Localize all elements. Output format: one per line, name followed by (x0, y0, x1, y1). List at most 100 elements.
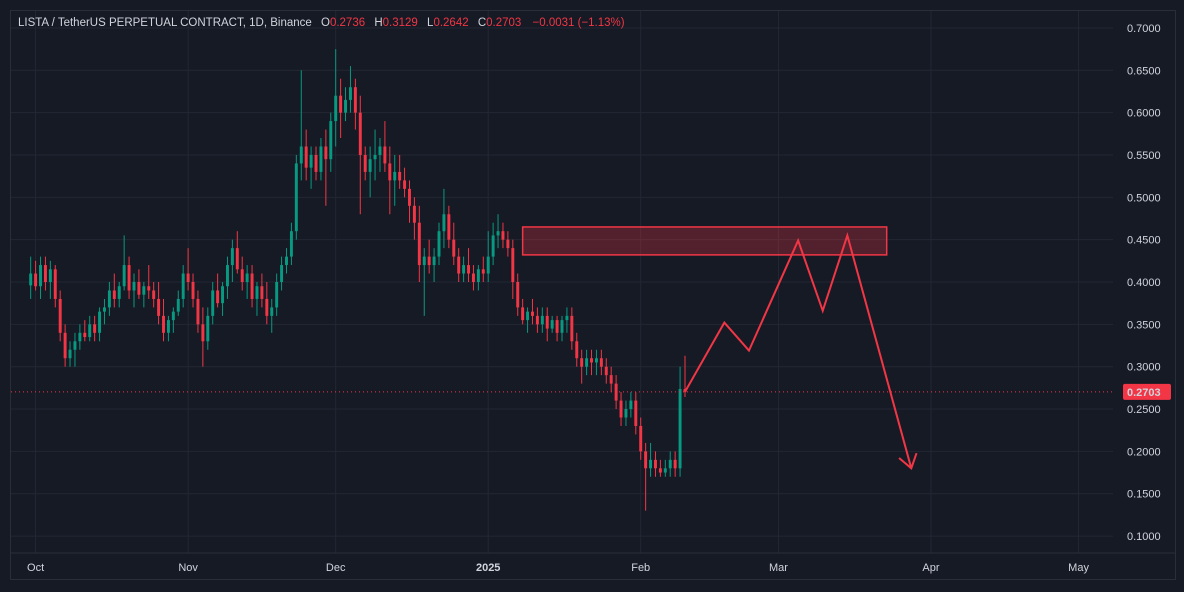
candle-body (580, 358, 584, 367)
y-tick-label: 0.4500 (1127, 235, 1161, 247)
candle-body (506, 239, 510, 249)
candle-body (245, 273, 249, 282)
candle-body (166, 320, 170, 333)
candle-body (678, 389, 682, 469)
candle-body (240, 269, 244, 282)
candle-body (535, 315, 539, 325)
candle-body (117, 286, 121, 299)
x-tick-label: Nov (178, 562, 198, 574)
candle-body (230, 248, 234, 266)
candle-body (289, 231, 293, 257)
candle-body (629, 400, 633, 410)
candle-body (511, 248, 515, 282)
candle-body (491, 235, 495, 257)
y-tick-label: 0.1000 (1127, 531, 1161, 543)
candle-body (609, 375, 613, 384)
candle-body (73, 341, 77, 350)
candle-body (344, 99, 348, 113)
candle-body (373, 154, 377, 160)
candle-body (78, 332, 82, 342)
candle-body (127, 265, 131, 291)
candle-body (255, 286, 259, 299)
candle-body (211, 290, 215, 316)
candle-body (521, 307, 525, 321)
projection-arrow-head (898, 452, 918, 471)
candle-body (403, 180, 407, 189)
last-price-badge (1123, 383, 1171, 400)
candle-body (575, 341, 579, 359)
projection-polyline (684, 231, 913, 469)
candle-body (565, 315, 569, 321)
candle-body (417, 222, 421, 266)
candle-body (260, 286, 264, 299)
change-value: −0.0031 (−1.13%) (532, 17, 625, 29)
resistance-zone (521, 226, 888, 256)
candle-body (644, 451, 648, 469)
candle-body (570, 315, 574, 342)
price-axis[interactable]: 0.7000 0.6500 0.6000 0.5500 0.5000 0.4500 0.40… (1123, 23, 1171, 543)
candle-body (83, 332, 87, 338)
y-tick-label: 0.7000 (1127, 23, 1161, 35)
candle-body (412, 205, 416, 223)
candle-body (304, 146, 308, 168)
candle-body (68, 349, 72, 359)
candle-body (363, 154, 367, 172)
candle-body (88, 324, 92, 338)
candle-body (43, 265, 47, 282)
candle-body (206, 315, 210, 342)
last-price-badge-label: 0.2703 (1127, 387, 1161, 399)
candle-body (668, 459, 672, 469)
candle-body (132, 282, 136, 291)
candle-body (299, 146, 303, 164)
candle-body (452, 239, 456, 257)
y-tick-label: 0.3000 (1127, 362, 1161, 374)
candle-body (393, 171, 397, 181)
candle-body (107, 290, 111, 308)
candle-body (102, 307, 106, 312)
candle-body (63, 332, 67, 359)
y-tick-label: 0.1500 (1127, 489, 1161, 501)
high-value: 0.3129 (382, 17, 418, 29)
close-label: C (477, 17, 487, 29)
candle-body (501, 231, 505, 240)
candle-body (201, 324, 205, 342)
x-tick-label: Feb (631, 562, 650, 574)
candle-body (560, 320, 564, 333)
y-tick-label: 0.5000 (1127, 192, 1161, 204)
candlestick-chart[interactable]: 0.7000 0.6500 0.6000 0.5500 0.5000 0.4500 0.40… (11, 11, 1175, 579)
candle-body (388, 163, 392, 181)
candle-body (280, 265, 284, 282)
y-tick-label: 0.6000 (1127, 108, 1161, 120)
candle-body (319, 146, 323, 172)
candle-body (186, 273, 190, 282)
candle-body (171, 311, 175, 321)
close-value: 0.2703 (486, 17, 522, 29)
candle-body (437, 231, 441, 257)
candle-body (294, 163, 298, 232)
candles (29, 49, 687, 511)
candle-body (422, 256, 426, 266)
candle-body (353, 87, 357, 113)
symbol-title: LISTA / TetherUS PERPETUAL CONTRACT, 1D,… (18, 17, 312, 29)
candle-body (614, 383, 618, 401)
candle-body (590, 358, 593, 363)
candle-body (540, 315, 544, 325)
candle-body (594, 358, 598, 363)
candle-body (481, 269, 485, 274)
candle-body (585, 358, 589, 367)
candle-body (447, 214, 451, 240)
candle-body (162, 315, 165, 333)
y-tick-label: 0.3500 (1127, 319, 1161, 331)
candle-body (309, 154, 313, 168)
y-tick-label: 0.5500 (1127, 150, 1161, 162)
resistance-zone-box (521, 226, 888, 256)
candle-body (122, 265, 126, 287)
candle-body (378, 146, 382, 155)
candle-body (191, 282, 195, 299)
candle-body (250, 273, 254, 299)
candle-body (624, 409, 628, 418)
candle-body (398, 171, 402, 181)
time-axis[interactable]: Oct Nov Dec 2025 Feb Mar Apr May (11, 552, 1175, 574)
low-value: 0.2642 (433, 17, 469, 29)
candle-body (653, 459, 657, 469)
